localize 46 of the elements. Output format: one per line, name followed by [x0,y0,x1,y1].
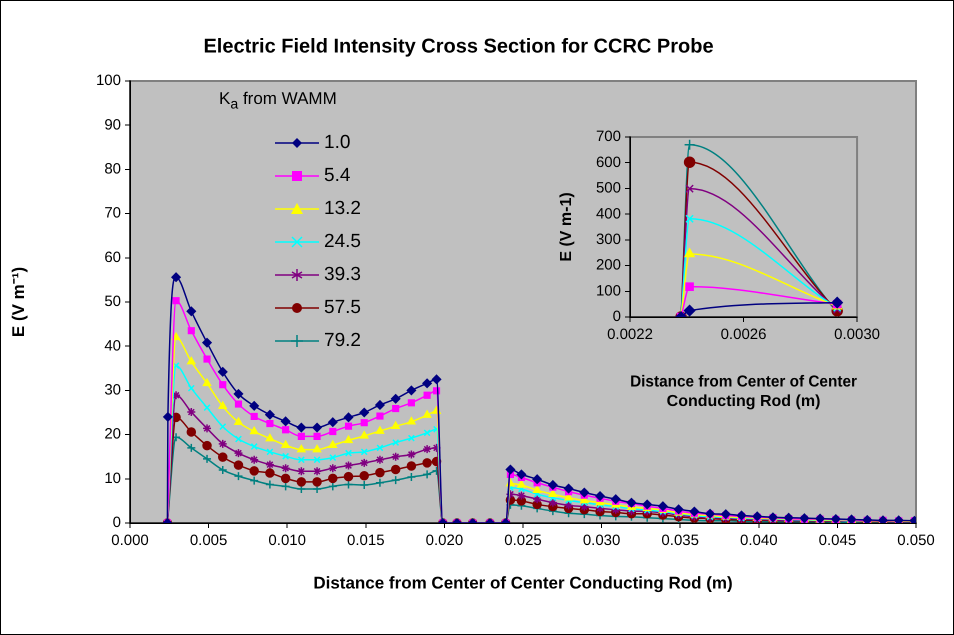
x-axis-title: Distance from Center of Center Conducting Rod (m) [313,573,733,592]
x-tick-label: 0.010 [268,532,306,550]
y-tick-label: 0 [612,308,621,326]
x-tick-label: 0.000 [111,532,149,550]
y-tick-label: 30 [104,382,121,399]
y-tick-label: 700 [596,128,621,146]
legend-label: 57.5 [324,296,361,319]
y-tick-label: 10 [104,470,121,487]
y-tick-label: 90 [104,116,121,134]
x-axis-title: Distance from Center of Center Conducting Rod (m) [630,373,857,410]
legend-label: 79.2 [324,330,361,352]
x-tick-label: 0.040 [740,532,778,550]
legend-label: 1.0 [324,132,350,154]
x-tick-label: 0.050 [897,532,935,550]
legend-label: 13.2 [324,198,361,220]
y-tick-label: 40 [104,337,121,354]
x-tick-label: 0.0026 [720,326,766,344]
y-axis-title: E (V m⁻¹) [8,266,28,338]
x-tick-label: 0.030 [582,532,620,550]
y-tick-label: 100 [96,72,121,90]
x-tick-label: 0.0022 [607,326,653,344]
y-tick-label: 500 [596,180,621,197]
y-tick-label: 80 [104,160,121,178]
y-tick-label: 600 [596,154,621,171]
legend-label: 24.5 [324,230,361,253]
y-tick-label: 50 [104,293,121,310]
y-tick-label: 300 [596,231,621,248]
x-tick-label: 0.005 [190,532,228,550]
chart-title: Electric Field Intensity Cross Section for CCRC Probe [203,36,714,58]
legend-label: 5.4 [324,164,350,187]
x-tick-label: 0.015 [347,532,385,550]
y-axis-title: E (V m-1) [558,192,576,262]
x-tick-label: 0.020 [426,532,464,550]
y-tick-label: 400 [596,205,621,222]
x-tick-label: 0.045 [818,532,856,550]
y-tick-label: 0 [112,514,121,532]
legend-title: K$_{a}$ from WAMM [219,89,338,112]
y-tick-label: 70 [104,204,121,222]
x-tick-label: 0.025 [504,532,542,550]
legend-label: 39.3 [324,264,361,286]
y-tick-label: 200 [596,256,621,274]
y-tick-label: 20 [104,426,121,443]
y-tick-label: 100 [596,282,621,300]
y-tick-label: 60 [104,248,121,266]
x-tick-label: 0.035 [661,532,699,550]
x-tick-label: 0.0030 [834,326,880,344]
